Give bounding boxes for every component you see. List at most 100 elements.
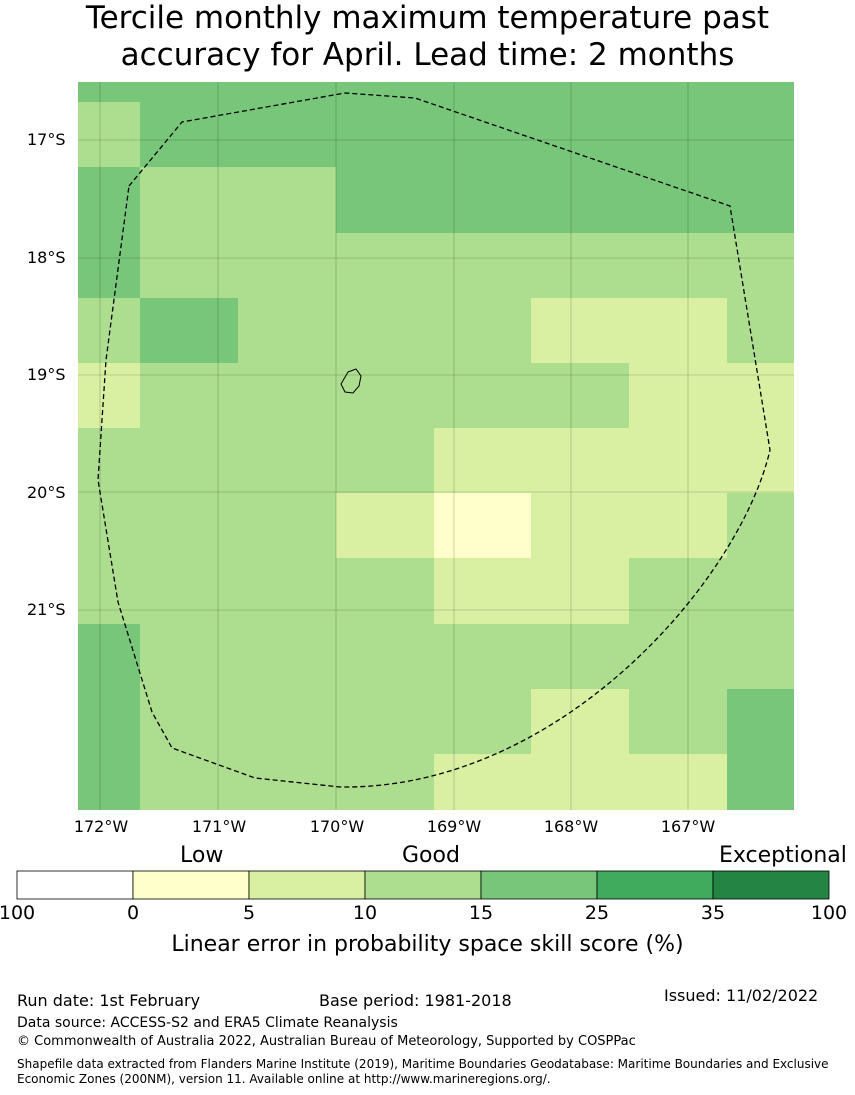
colorbar-tick: 10 <box>352 902 378 924</box>
colorbar-title: Linear error in probability space skill … <box>171 932 684 957</box>
longitude-labels: 172°W 171°W 170°W 169°W 168°W 167°W <box>74 817 716 836</box>
grid-cell <box>727 689 794 754</box>
grid-cell <box>727 233 794 298</box>
lon-label-170w: 170°W <box>310 817 365 836</box>
grid-cell <box>629 233 727 298</box>
grid-cell <box>238 167 336 233</box>
colorbar <box>16 870 830 900</box>
grid-cell <box>336 754 434 810</box>
grid-cell <box>434 493 531 558</box>
grid-cell <box>140 82 238 102</box>
grid-cell <box>336 689 434 754</box>
title-line-2: accuracy for April. Lead time: 2 months <box>120 37 735 73</box>
grid-cell <box>727 493 794 558</box>
grid-cell <box>531 624 629 689</box>
lon-label-169w: 169°W <box>427 817 482 836</box>
colorbar-bin <box>16 870 134 900</box>
base-period: Base period: 1981-2018 <box>319 991 512 1010</box>
grid-cell <box>727 298 794 363</box>
lat-label-21s: 21°S <box>27 600 66 619</box>
grid-cell <box>629 298 727 363</box>
grid-cell <box>78 754 140 810</box>
grid-cell <box>727 167 794 233</box>
grid-cell <box>140 102 238 167</box>
grid-cell <box>140 167 238 233</box>
grid-cell <box>78 82 140 102</box>
data-source: Data source: ACCESS-S2 and ERA5 Climate … <box>17 1015 398 1031</box>
colorbar-bin <box>364 870 482 900</box>
colorbar-bin <box>480 870 598 900</box>
grid-cell <box>140 624 238 689</box>
latitude-labels: 17°S 18°S 19°S 20°S 21°S <box>27 130 66 619</box>
lat-label-19s: 19°S <box>27 365 66 384</box>
grid-cell <box>727 102 794 167</box>
lat-label-20s: 20°S <box>27 483 66 502</box>
grid-cell <box>336 167 434 233</box>
grid-cell <box>531 82 629 102</box>
grid-cell <box>238 102 336 167</box>
grid-cell <box>336 493 434 558</box>
grid-cell <box>78 689 140 754</box>
grid-cell <box>629 167 727 233</box>
eez-boundary <box>97 92 771 788</box>
grid-cell <box>434 754 531 810</box>
grid-cell <box>531 558 629 624</box>
colorbar-bin <box>596 870 714 900</box>
grid-cell <box>434 167 531 233</box>
run-date: Run date: 1st February <box>17 991 201 1010</box>
colorbar-bin <box>712 870 830 900</box>
grid-cell <box>629 102 727 167</box>
issued-date: Issued: 11/02/2022 <box>664 986 819 1005</box>
grid-cell <box>336 298 434 363</box>
niue-island-outline <box>340 368 362 394</box>
skill-grid-cells <box>78 82 794 810</box>
grid-cell <box>336 363 434 428</box>
map-title: Tercile monthly maximum temperature past… <box>0 0 855 74</box>
colorbar-bin <box>248 870 366 900</box>
grid-cell <box>336 558 434 624</box>
grid-cell <box>78 102 140 167</box>
grid-cell <box>531 102 629 167</box>
grid-cell <box>336 624 434 689</box>
grid-cell <box>531 689 629 754</box>
grid-cell <box>78 558 140 624</box>
grid-cell <box>629 754 727 810</box>
grid-cell <box>140 428 238 493</box>
grid-cell <box>629 493 727 558</box>
grid-cell <box>140 493 238 558</box>
grid-cell <box>531 363 629 428</box>
lat-label-17s: 17°S <box>27 130 66 149</box>
grid-cell <box>238 233 336 298</box>
grid-cell <box>727 624 794 689</box>
grid-cell <box>336 233 434 298</box>
lon-label-172w: 172°W <box>74 817 129 836</box>
grid-cell <box>434 624 531 689</box>
grid-cell <box>727 558 794 624</box>
grid-cell <box>727 428 794 493</box>
grid-cell <box>531 233 629 298</box>
colorbar-tick: 15 <box>468 902 494 924</box>
grid-cell <box>531 754 629 810</box>
legend-category-low: Low <box>180 843 224 868</box>
lat-label-18s: 18°S <box>27 248 66 267</box>
grid-cell <box>238 754 336 810</box>
grid-cell <box>629 428 727 493</box>
grid-cell <box>434 689 531 754</box>
grid-cell <box>140 754 238 810</box>
grid-cell <box>78 363 140 428</box>
shapefile-credit: Shapefile data extracted from Flanders M… <box>17 1057 829 1086</box>
grid-cell <box>531 167 629 233</box>
grid-cell <box>238 493 336 558</box>
grid-cell <box>78 167 140 233</box>
title-line-1: Tercile monthly maximum temperature past <box>85 0 770 36</box>
grid-cell <box>78 233 140 298</box>
grid-cell <box>629 82 727 102</box>
grid-cell <box>531 428 629 493</box>
grid-cell <box>629 624 727 689</box>
grid-cell <box>434 428 531 493</box>
grid-cell <box>434 298 531 363</box>
copyright: © Commonwealth of Australia 2022, Austra… <box>17 1034 636 1049</box>
grid-cell <box>238 558 336 624</box>
grid-cell <box>434 82 531 102</box>
legend-category-good: Good <box>402 843 460 868</box>
